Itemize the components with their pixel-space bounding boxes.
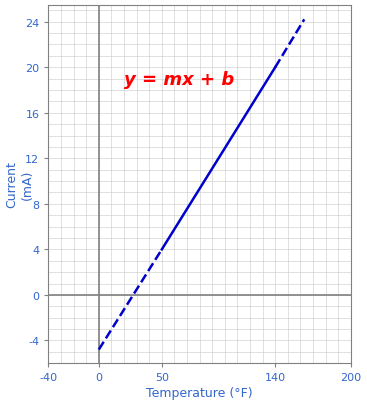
Text: y = mx + b: y = mx + b xyxy=(124,71,234,89)
Y-axis label: Current
(mA): Current (mA) xyxy=(6,161,33,208)
X-axis label: Temperature (°F): Temperature (°F) xyxy=(146,386,253,399)
